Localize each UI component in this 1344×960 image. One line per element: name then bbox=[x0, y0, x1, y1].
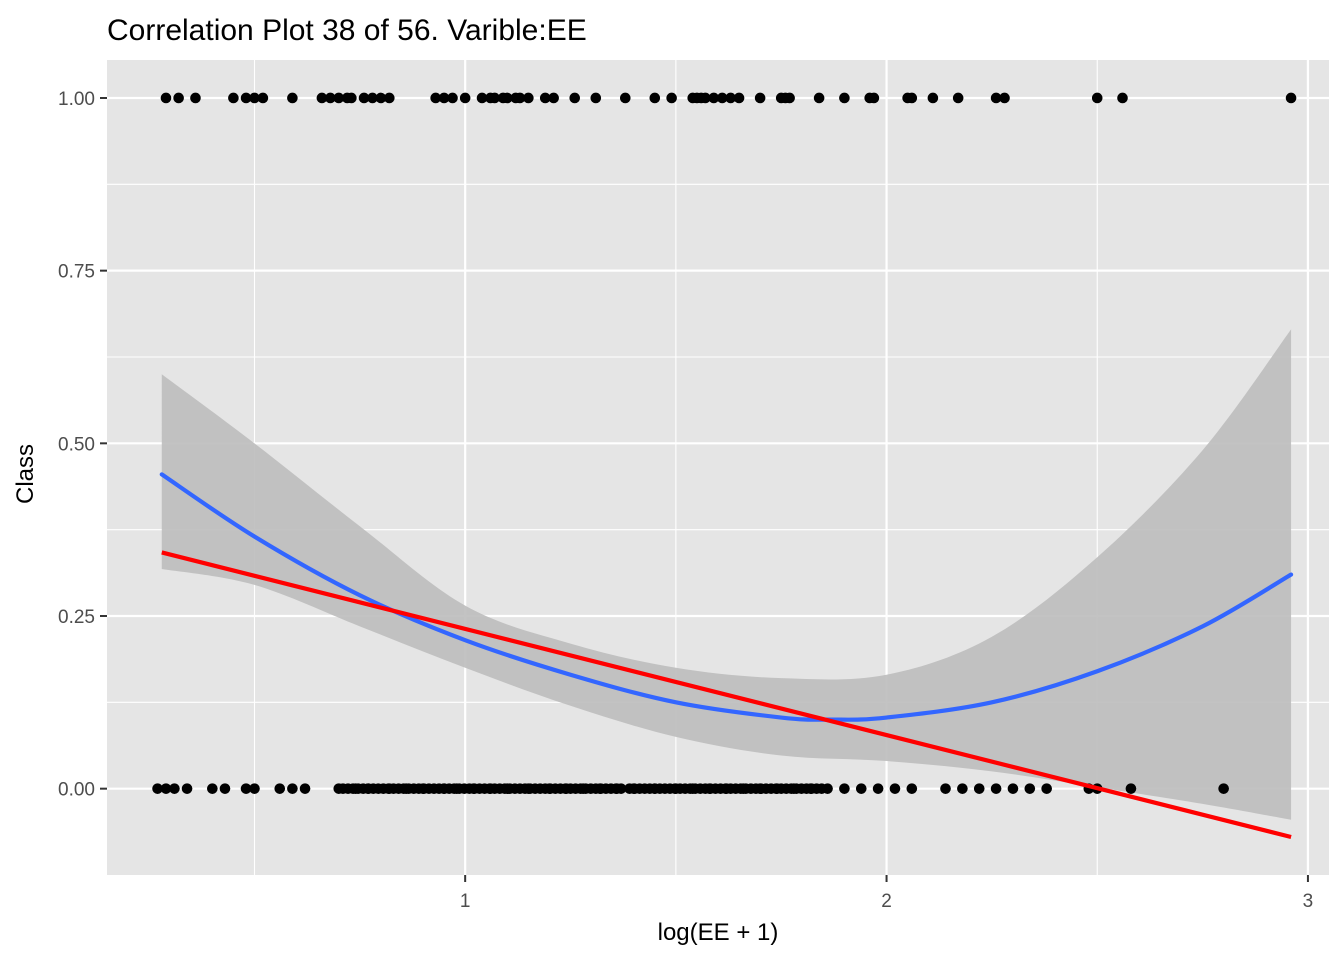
point-class-0 bbox=[1041, 783, 1052, 794]
point-class-0 bbox=[615, 783, 627, 794]
point-class-0 bbox=[169, 783, 180, 794]
point-class-1 bbox=[316, 92, 328, 104]
point-class-0 bbox=[287, 783, 298, 794]
point-class-1 bbox=[438, 92, 450, 104]
point-class-1 bbox=[190, 92, 201, 104]
point-class-0 bbox=[816, 783, 827, 794]
point-class-1 bbox=[375, 92, 387, 104]
point-class-0 bbox=[207, 783, 218, 794]
point-class-1 bbox=[1285, 92, 1297, 104]
point-class-0 bbox=[957, 783, 968, 794]
point-class-0 bbox=[990, 783, 1002, 794]
smooth-fit-line bbox=[159, 472, 1294, 722]
point-class-1 bbox=[548, 92, 559, 104]
point-class-1 bbox=[228, 92, 239, 104]
point-class-1 bbox=[523, 92, 534, 104]
x-tick-label: 3 bbox=[1303, 891, 1314, 912]
point-class-1 bbox=[173, 92, 184, 104]
point-class-1 bbox=[514, 92, 526, 104]
y-tick-label: 0.50 bbox=[58, 434, 95, 455]
point-class-0 bbox=[152, 783, 163, 794]
x-axis-title: log(EE + 1) bbox=[658, 919, 779, 946]
point-class-0 bbox=[181, 783, 193, 794]
point-class-1 bbox=[502, 92, 513, 104]
point-class-1 bbox=[733, 92, 745, 104]
y-axis-title: Class bbox=[12, 444, 39, 504]
point-class-0 bbox=[906, 783, 918, 794]
point-class-0 bbox=[249, 783, 260, 794]
point-class-1 bbox=[784, 92, 795, 104]
point-class-0 bbox=[160, 783, 172, 794]
point-class-0 bbox=[1024, 783, 1036, 794]
point-class-1 bbox=[384, 92, 395, 104]
point-class-0 bbox=[274, 783, 286, 794]
point-class-1 bbox=[990, 92, 1002, 104]
point-class-0 bbox=[240, 783, 252, 794]
point-class-1 bbox=[754, 92, 766, 104]
point-class-0 bbox=[1218, 783, 1229, 794]
point-class-1 bbox=[333, 92, 345, 104]
point-class-1 bbox=[569, 92, 581, 104]
point-class-1 bbox=[725, 92, 736, 104]
point-class-1 bbox=[649, 92, 661, 104]
point-class-1 bbox=[447, 92, 458, 104]
x-tick-label: 1 bbox=[460, 891, 471, 912]
linear-fit-line bbox=[161, 550, 1292, 840]
point-class-1 bbox=[716, 92, 728, 104]
point-class-1 bbox=[325, 92, 336, 104]
points-layer bbox=[152, 92, 1297, 794]
point-class-1 bbox=[539, 92, 551, 104]
point-class-1 bbox=[999, 92, 1010, 104]
y-tick-label: 0.25 bbox=[58, 607, 95, 628]
point-class-1 bbox=[590, 92, 602, 104]
point-class-1 bbox=[952, 92, 964, 104]
point-class-1 bbox=[476, 92, 488, 104]
lines-layer bbox=[159, 472, 1294, 840]
point-class-1 bbox=[906, 92, 918, 104]
point-class-0 bbox=[219, 783, 231, 794]
point-class-1 bbox=[839, 92, 850, 104]
point-class-1 bbox=[700, 92, 711, 104]
y-tick-label: 0.75 bbox=[58, 262, 95, 283]
point-class-1 bbox=[666, 92, 677, 104]
point-class-1 bbox=[1117, 92, 1128, 104]
point-class-0 bbox=[889, 783, 901, 794]
point-class-0 bbox=[855, 783, 867, 794]
point-class-1 bbox=[813, 92, 825, 104]
point-class-1 bbox=[367, 92, 378, 104]
point-class-0 bbox=[839, 783, 850, 794]
point-class-1 bbox=[160, 92, 172, 104]
point-class-0 bbox=[872, 783, 884, 794]
point-class-1 bbox=[1091, 92, 1103, 104]
point-class-1 bbox=[346, 92, 357, 104]
y-tick-label: 1.00 bbox=[58, 89, 95, 110]
point-class-0 bbox=[973, 783, 985, 794]
point-class-0 bbox=[1007, 783, 1019, 794]
point-class-1 bbox=[249, 92, 260, 104]
point-class-1 bbox=[430, 92, 441, 104]
point-class-1 bbox=[358, 92, 370, 104]
point-class-1 bbox=[257, 92, 269, 104]
point-class-0 bbox=[1125, 783, 1137, 794]
point-class-1 bbox=[619, 92, 631, 104]
point-class-1 bbox=[708, 92, 720, 104]
point-class-1 bbox=[240, 92, 252, 104]
point-class-1 bbox=[489, 92, 500, 104]
point-class-1 bbox=[868, 92, 880, 104]
x-tick-label: 2 bbox=[881, 891, 892, 912]
y-axis: 0.00 0.25 0.50 0.75 1.00 bbox=[58, 89, 107, 801]
x-axis: 1 2 3 bbox=[460, 875, 1313, 912]
chart-title: Correlation Plot 38 of 56. Varible:EE bbox=[107, 14, 587, 47]
point-class-0 bbox=[299, 783, 311, 794]
point-class-1 bbox=[927, 92, 939, 104]
point-class-1 bbox=[459, 92, 471, 104]
point-class-0 bbox=[940, 783, 951, 794]
point-class-1 bbox=[287, 92, 298, 104]
y-tick-label: 0.00 bbox=[58, 780, 95, 801]
